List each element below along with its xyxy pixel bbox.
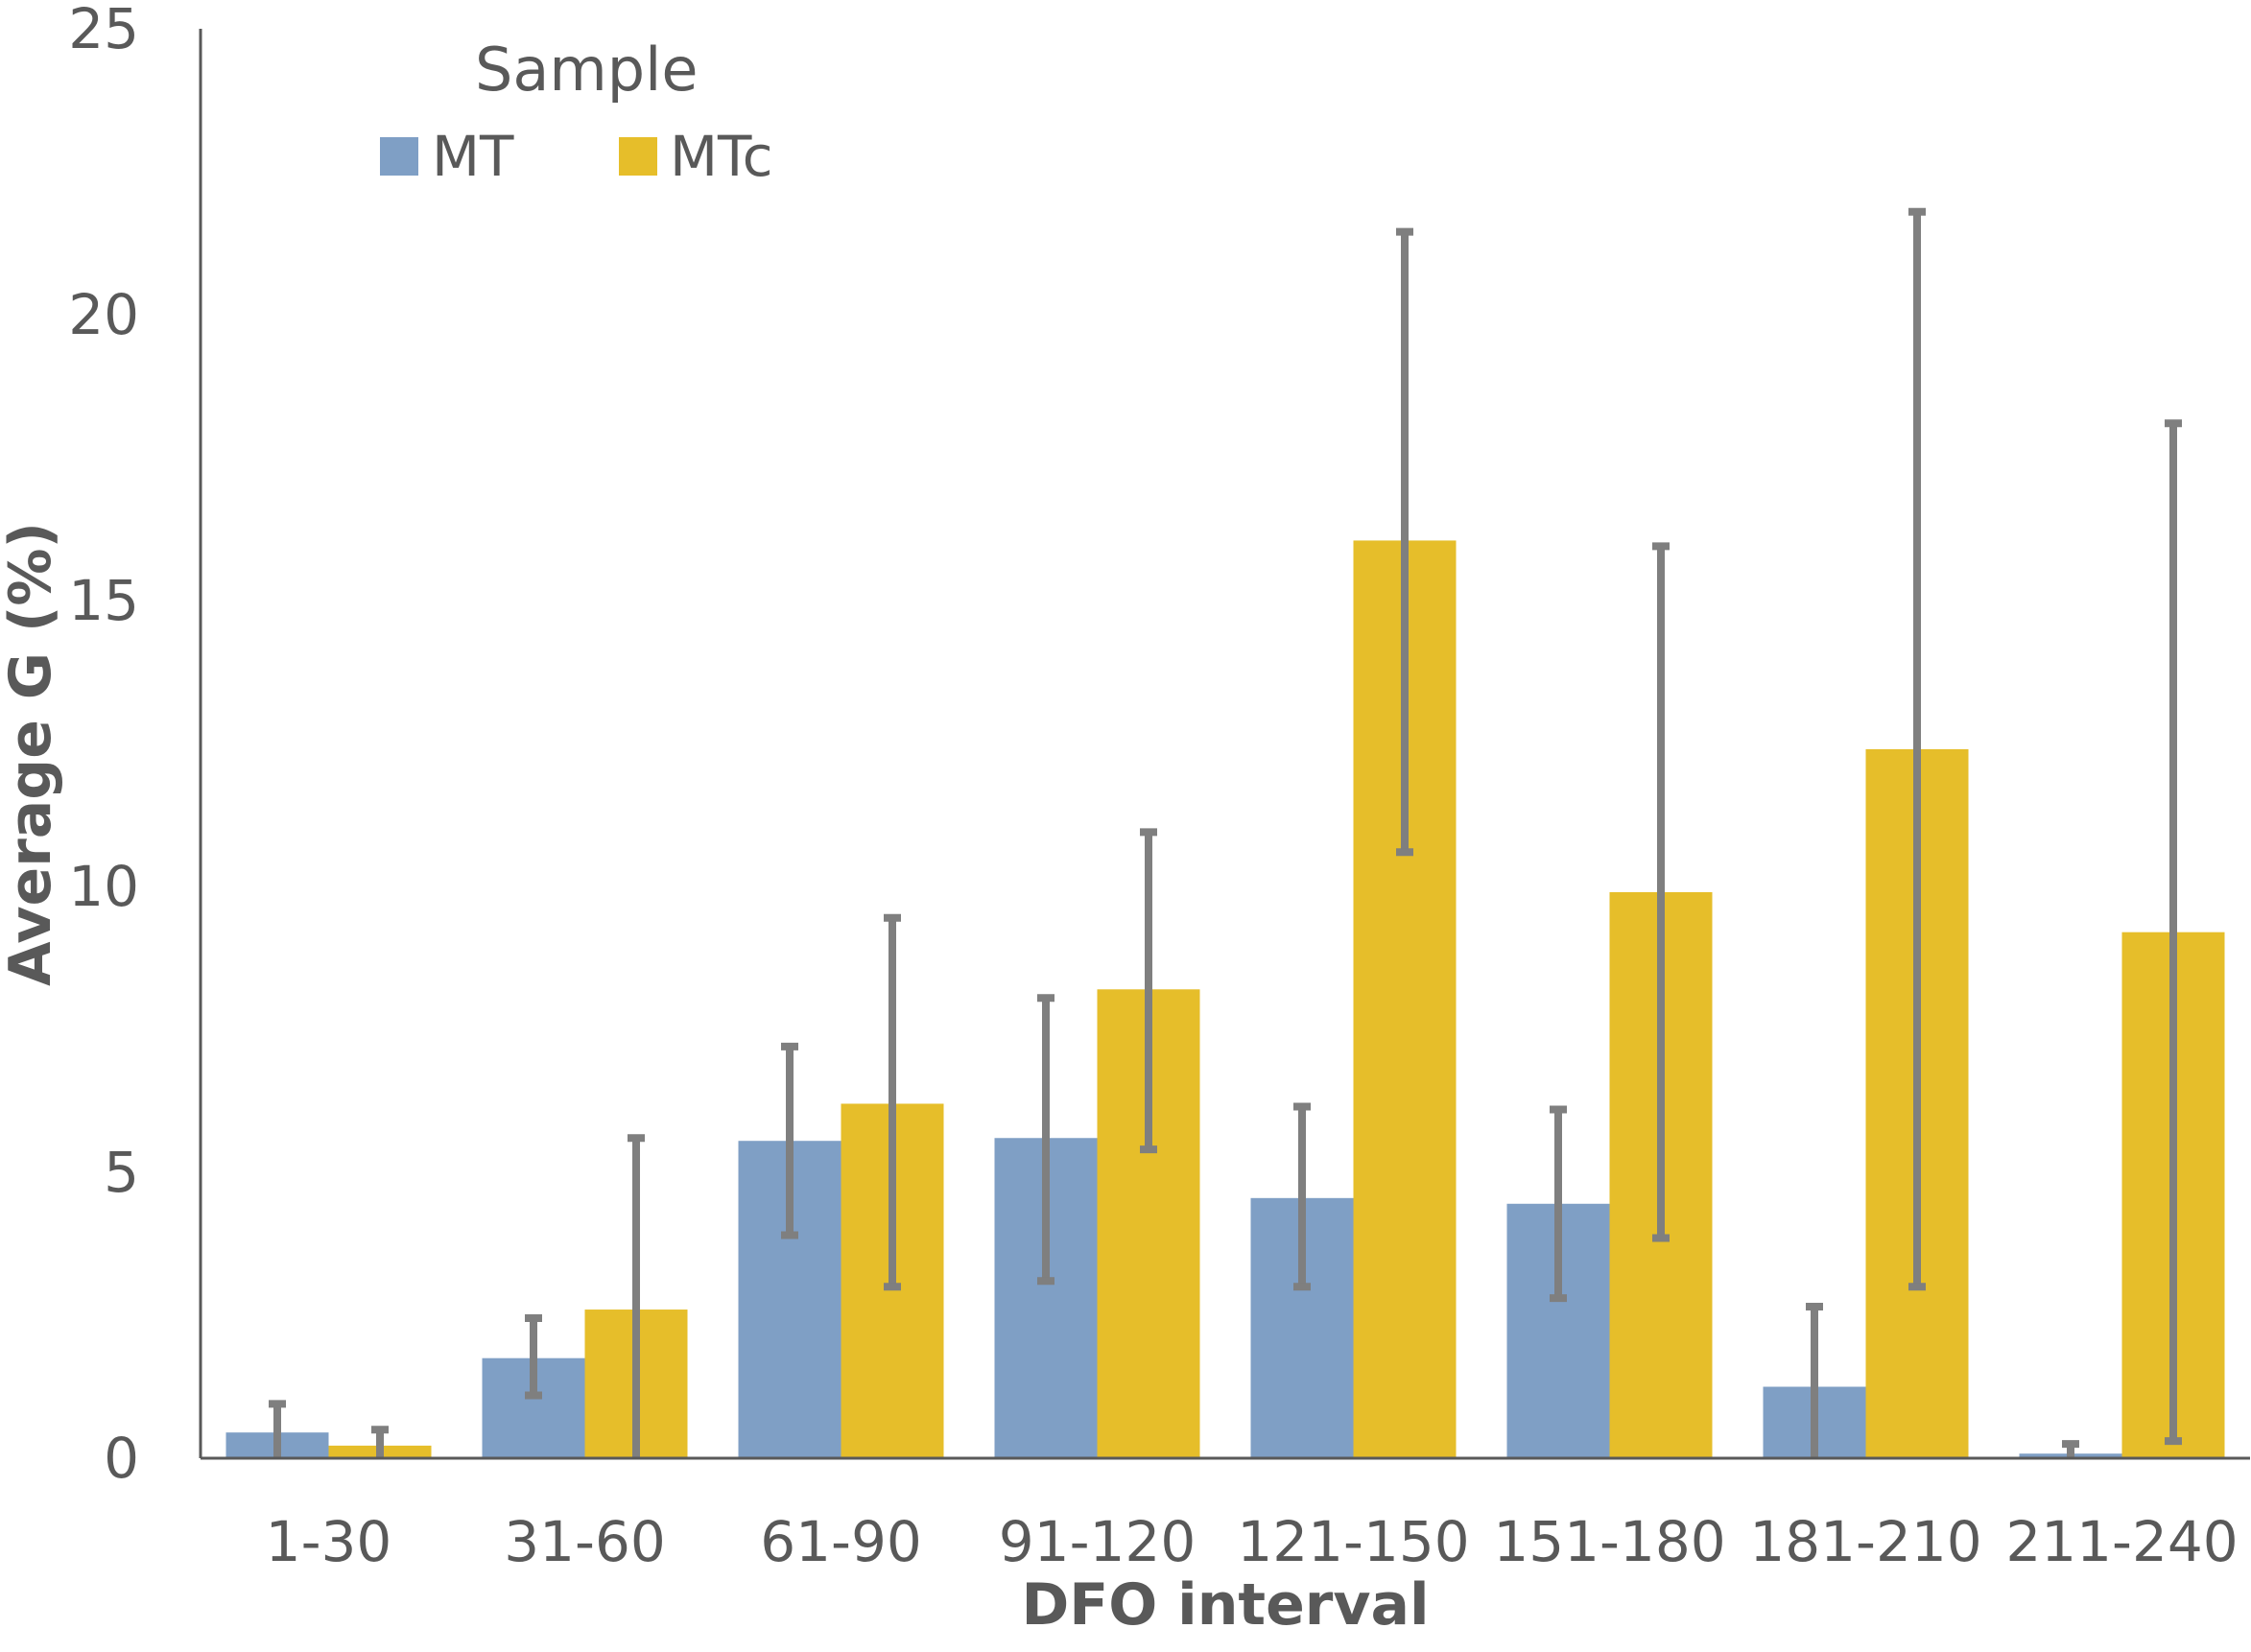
error-bar-mtc bbox=[884, 913, 901, 1291]
legend-label-mtc: MTc bbox=[670, 124, 773, 189]
x-tick-labels: 1-30 31-60 61-90 91-120 121-150 151-180 181-21… bbox=[266, 1509, 2239, 1574]
y-tick-label: 15 bbox=[68, 568, 139, 633]
error-bar-mtc bbox=[1908, 207, 1926, 1291]
axes-layer bbox=[199, 29, 2250, 1460]
x-tick-label: 61-90 bbox=[760, 1509, 922, 1574]
error-bar-mtc bbox=[628, 1134, 645, 1458]
error-bar-mt bbox=[1037, 994, 1054, 1286]
y-tick-labels: 0 5 10 15 20 25 bbox=[68, 0, 139, 1491]
x-tick-label: 31-60 bbox=[504, 1509, 666, 1574]
error-bar-mt bbox=[269, 1400, 286, 1458]
error-bar-mtc bbox=[371, 1426, 389, 1458]
error-bar-mtc bbox=[1140, 828, 1157, 1154]
legend-label-mt: MT bbox=[432, 124, 514, 189]
y-tick-label: 10 bbox=[68, 854, 139, 919]
legend-swatch-mtc bbox=[619, 137, 657, 176]
error-bars-layer bbox=[269, 207, 2182, 1458]
error-bar-mtc bbox=[1652, 542, 1670, 1242]
bars-layer bbox=[225, 540, 2225, 1458]
x-tick-label: 1-30 bbox=[266, 1509, 392, 1574]
y-tick-label: 20 bbox=[68, 282, 139, 347]
error-bar-mt bbox=[525, 1313, 542, 1400]
legend: Sample MT MTc bbox=[380, 35, 773, 189]
legend-title: Sample bbox=[475, 35, 698, 105]
error-bar-mt bbox=[781, 1042, 798, 1239]
error-bar-mt bbox=[1293, 1102, 1311, 1291]
x-tick-label: 181-210 bbox=[1749, 1509, 1981, 1574]
x-tick-label: 211-240 bbox=[2005, 1509, 2238, 1574]
error-bar-mt bbox=[2062, 1440, 2079, 1458]
y-tick-label: 25 bbox=[68, 0, 139, 61]
legend-swatch-mt bbox=[380, 137, 418, 176]
y-tick-label: 5 bbox=[104, 1140, 139, 1205]
error-bar-mtc bbox=[1396, 227, 1413, 857]
error-bar-mt bbox=[1806, 1303, 1823, 1458]
x-axis-title: DFO interval bbox=[1021, 1571, 1429, 1639]
error-bar-mt bbox=[1550, 1105, 1567, 1303]
y-axis-title: Average G (%) bbox=[0, 522, 64, 986]
x-tick-label: 121-150 bbox=[1237, 1509, 1469, 1574]
x-tick-label: 151-180 bbox=[1493, 1509, 1725, 1574]
x-tick-label: 91-120 bbox=[999, 1509, 1196, 1574]
y-tick-label: 0 bbox=[104, 1426, 139, 1491]
error-bar-mtc bbox=[2165, 419, 2182, 1446]
